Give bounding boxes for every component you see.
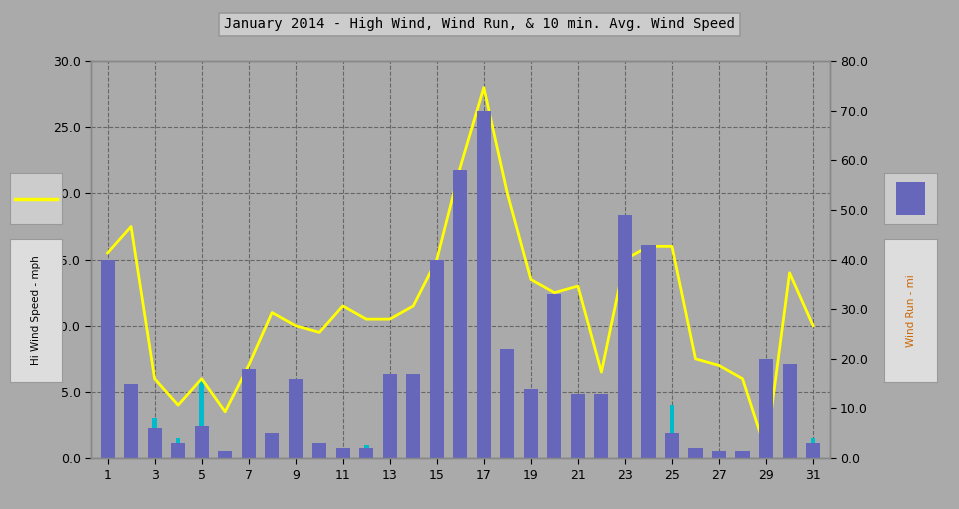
Bar xyxy=(313,443,326,458)
Bar xyxy=(242,369,256,458)
Bar xyxy=(360,448,373,458)
Bar xyxy=(501,349,514,458)
Bar xyxy=(689,448,703,458)
Bar xyxy=(505,392,509,458)
Bar xyxy=(787,454,792,458)
Bar xyxy=(269,451,274,458)
Bar xyxy=(528,399,533,458)
Bar xyxy=(430,260,444,458)
Bar xyxy=(148,429,162,458)
Bar xyxy=(599,451,604,458)
Bar xyxy=(665,433,679,458)
Text: January 2014 - High Wind, Wind Run, & 10 min. Avg. Wind Speed: January 2014 - High Wind, Wind Run, & 10… xyxy=(224,17,735,32)
Bar xyxy=(716,454,721,458)
Bar xyxy=(896,182,925,215)
Bar xyxy=(763,425,768,458)
Bar xyxy=(383,374,397,458)
Bar xyxy=(783,364,797,458)
Bar xyxy=(552,445,557,458)
Text: Hi Wind Speed - mph: Hi Wind Speed - mph xyxy=(31,256,41,365)
Bar xyxy=(293,445,298,458)
Bar xyxy=(175,438,180,458)
Text: Wind Run - mi: Wind Run - mi xyxy=(905,274,916,347)
Bar xyxy=(736,450,750,458)
Bar xyxy=(642,245,656,458)
Bar xyxy=(810,438,815,458)
Bar xyxy=(407,374,420,458)
Bar xyxy=(336,448,350,458)
Bar xyxy=(199,379,204,458)
Bar xyxy=(105,385,110,458)
Bar xyxy=(712,450,726,458)
Bar xyxy=(246,432,251,458)
Bar xyxy=(124,384,138,458)
Bar xyxy=(524,389,538,458)
Bar xyxy=(387,392,392,458)
Bar xyxy=(101,260,115,458)
Bar xyxy=(289,379,303,458)
Bar xyxy=(454,170,467,458)
Bar xyxy=(693,454,698,458)
Bar xyxy=(669,405,674,458)
Bar xyxy=(171,443,185,458)
Bar xyxy=(195,426,209,458)
Bar xyxy=(434,352,439,458)
Bar xyxy=(152,418,157,458)
Bar xyxy=(411,392,415,458)
Bar xyxy=(340,451,345,458)
Bar xyxy=(222,451,227,458)
Bar xyxy=(363,445,368,458)
Bar xyxy=(759,359,773,458)
Bar xyxy=(740,454,745,458)
Bar xyxy=(575,451,580,458)
Bar xyxy=(595,393,608,458)
Bar xyxy=(316,451,321,458)
Bar xyxy=(265,433,279,458)
Bar xyxy=(618,215,632,458)
Bar xyxy=(129,385,133,458)
Bar xyxy=(646,405,651,458)
Bar xyxy=(477,111,491,458)
Bar xyxy=(548,294,561,458)
Bar xyxy=(458,352,462,458)
Bar xyxy=(571,393,585,458)
Bar xyxy=(806,443,820,458)
Bar xyxy=(218,450,232,458)
Bar xyxy=(622,425,627,458)
Bar xyxy=(481,352,486,458)
